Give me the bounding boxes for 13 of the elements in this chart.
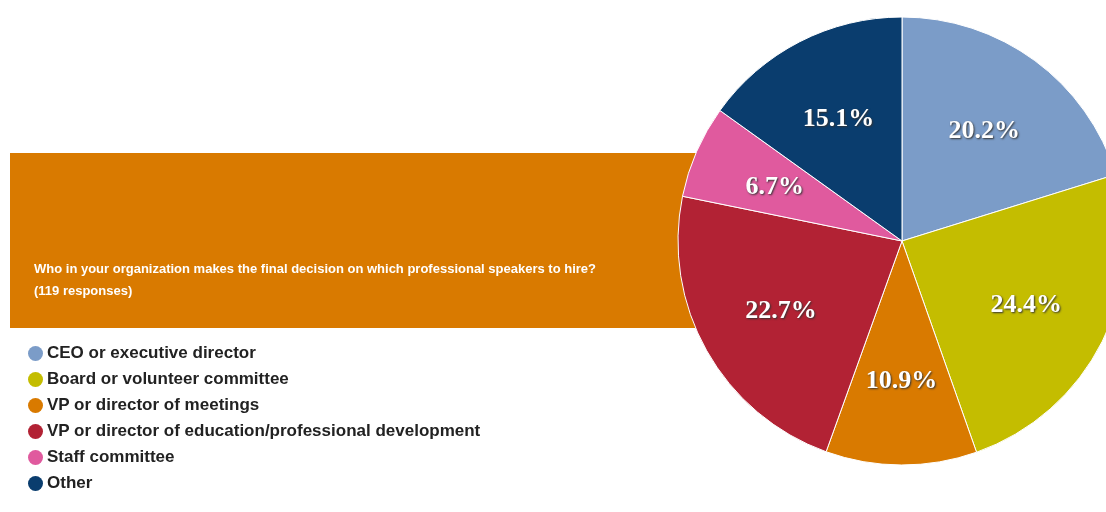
legend-label: CEO or executive director — [47, 343, 256, 362]
data-label: 6.7% — [745, 170, 804, 200]
legend-label: VP or director of education/professional development — [47, 421, 481, 440]
legend-label: VP or director of meetings — [47, 395, 260, 414]
data-label: 24.4% — [990, 288, 1062, 318]
legend-label: Other — [47, 473, 93, 492]
legend-label: Staff committee — [47, 447, 175, 466]
text: Who in your organization makes the final decision on which professional speakers to hire? (119 responses) — [34, 260, 597, 300]
data-label: 22.7% — [745, 294, 817, 324]
data-label: 15.1% — [802, 102, 875, 132]
legend-label: Board or volunteer committee — [47, 369, 289, 388]
data-label: 10.9% — [865, 365, 938, 395]
data-label: 20.2% — [948, 114, 1021, 144]
